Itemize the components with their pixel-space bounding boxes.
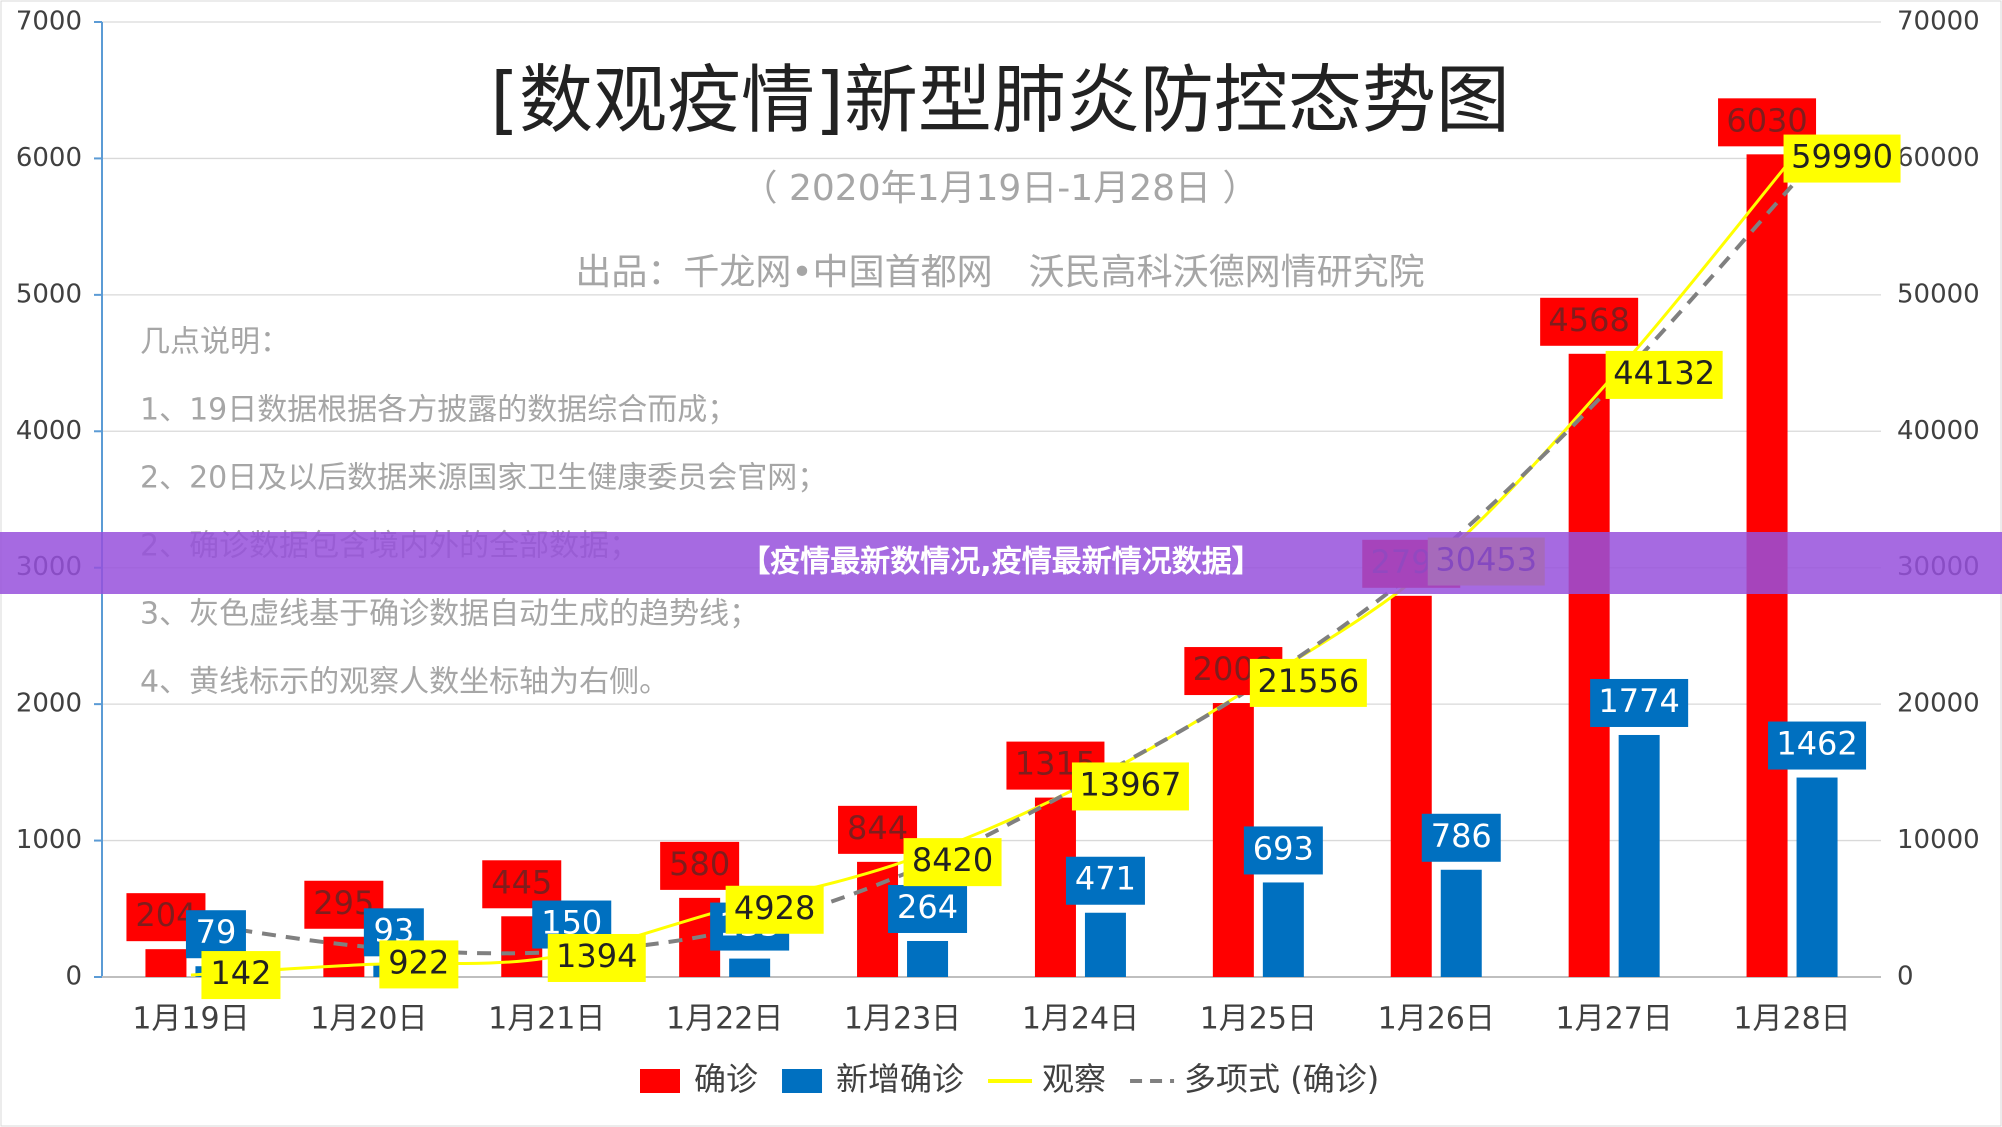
bar xyxy=(1568,353,1610,977)
data-label-box xyxy=(1065,856,1145,905)
data-label: 471 xyxy=(1075,860,1136,898)
banner-text: 【疫情最新数情况,疫情最新情况数据】 xyxy=(740,545,1261,580)
data-label: 1774 xyxy=(1598,682,1679,720)
x-tick-label: 1月24日 xyxy=(1022,1002,1139,1037)
data-label: 844 xyxy=(847,809,908,847)
chart-title: [数观疫情]新型肺炎防控态势图 xyxy=(490,58,1510,144)
data-label-box xyxy=(888,884,968,933)
y2-tick-label: 70000 xyxy=(1897,7,1980,37)
data-label: 264 xyxy=(897,888,958,926)
x-tick-label: 1月22日 xyxy=(666,1002,783,1037)
data-label-box xyxy=(482,860,562,909)
x-tick-label: 1月28日 xyxy=(1733,1002,1850,1037)
data-label-box xyxy=(1590,678,1689,727)
data-label: 8420 xyxy=(912,841,993,879)
data-label-box xyxy=(1243,826,1323,875)
y2-tick-label: 0 xyxy=(1897,962,1914,992)
data-label: 786 xyxy=(1431,817,1492,855)
data-label-box xyxy=(1249,658,1367,707)
data-label: 21556 xyxy=(1257,662,1359,700)
y2-tick-label: 60000 xyxy=(1897,143,1980,173)
data-label: 693 xyxy=(1253,829,1314,867)
y-tick-label: 0 xyxy=(65,962,82,992)
data-label-box xyxy=(1540,297,1639,346)
note: 几点说明： xyxy=(140,325,290,360)
x-tick-label: 1月26日 xyxy=(1378,1002,1495,1037)
legend-swatch xyxy=(640,1069,680,1093)
x-tick-label: 1月20日 xyxy=(310,1002,427,1037)
data-label-box xyxy=(379,940,459,989)
bar xyxy=(1796,777,1838,977)
data-label: 1394 xyxy=(556,937,637,975)
bar xyxy=(729,958,771,977)
bar xyxy=(1262,882,1304,977)
data-label-box xyxy=(547,933,646,982)
data-label: 580 xyxy=(669,845,730,883)
y-tick-label: 7000 xyxy=(16,7,82,37)
data-label: 142 xyxy=(210,954,271,992)
data-label-box xyxy=(1605,350,1723,399)
data-label: 44132 xyxy=(1613,354,1715,392)
x-tick-label: 1月19日 xyxy=(132,1002,249,1037)
legend-label: 确诊 xyxy=(694,1060,758,1098)
y-tick-label: 4000 xyxy=(16,416,82,446)
y2-tick-label: 40000 xyxy=(1897,416,1980,446)
data-label: 1462 xyxy=(1776,725,1857,763)
bar xyxy=(1084,912,1126,977)
legend-label: 新增确诊 xyxy=(836,1060,964,1098)
legend-label: 多项式 (确诊) xyxy=(1184,1060,1379,1098)
y-tick-label: 6000 xyxy=(16,143,82,173)
data-label-box xyxy=(1768,721,1867,770)
data-label-box xyxy=(725,885,824,934)
data-label: 59990 xyxy=(1791,138,1893,176)
x-tick-label: 1月23日 xyxy=(844,1002,961,1037)
y-tick-label: 2000 xyxy=(16,689,82,719)
data-label-box xyxy=(185,910,246,959)
trend-line xyxy=(190,184,1794,956)
data-label: 79 xyxy=(196,913,237,951)
note: 3、灰色虚线基于确诊数据自动生成的趋势线； xyxy=(140,597,759,632)
data-label: 445 xyxy=(491,863,552,901)
y2-tick-label: 10000 xyxy=(1897,825,1980,855)
y-tick-label: 5000 xyxy=(16,279,82,309)
data-label-box xyxy=(660,841,740,890)
data-label: 13967 xyxy=(1080,765,1182,803)
data-label-box xyxy=(1783,134,1901,183)
chart-source: 出品：千龙网•中国首都网 沃民高科沃德网情研究院 xyxy=(575,252,1424,293)
data-label: 6030 xyxy=(1726,101,1807,139)
note: 4、黄线标示的观察人数坐标轴为右侧。 xyxy=(140,665,669,700)
data-label: 922 xyxy=(388,943,449,981)
bar xyxy=(1618,734,1660,977)
y2-tick-label: 20000 xyxy=(1897,689,1980,719)
banner xyxy=(0,532,2002,594)
data-label-box xyxy=(1421,813,1501,862)
data-label-box xyxy=(201,951,281,1000)
y2-tick-label: 50000 xyxy=(1897,279,1980,309)
note: 1、19日数据根据各方披露的数据综合而成； xyxy=(140,393,737,428)
x-tick-label: 1月27日 xyxy=(1556,1002,1673,1037)
x-tick-label: 1月21日 xyxy=(488,1002,605,1037)
bar xyxy=(907,940,949,977)
data-label: 4568 xyxy=(1548,301,1629,339)
data-label: 4928 xyxy=(734,889,815,927)
bar xyxy=(145,949,187,977)
y-tick-label: 1000 xyxy=(16,825,82,855)
chart-subtitle: （ 2020年1月19日-1月28日 ） xyxy=(742,168,1259,209)
legend-label: 观察 xyxy=(1042,1060,1106,1098)
data-label-box xyxy=(903,838,1002,887)
bar xyxy=(1390,595,1432,977)
note: 2、20日及以后数据来源国家卫生健康委员会官网； xyxy=(140,461,827,496)
bar xyxy=(1440,869,1482,977)
legend-swatch xyxy=(782,1069,823,1093)
data-label-box xyxy=(1071,762,1189,811)
x-tick-label: 1月25日 xyxy=(1200,1002,1317,1037)
